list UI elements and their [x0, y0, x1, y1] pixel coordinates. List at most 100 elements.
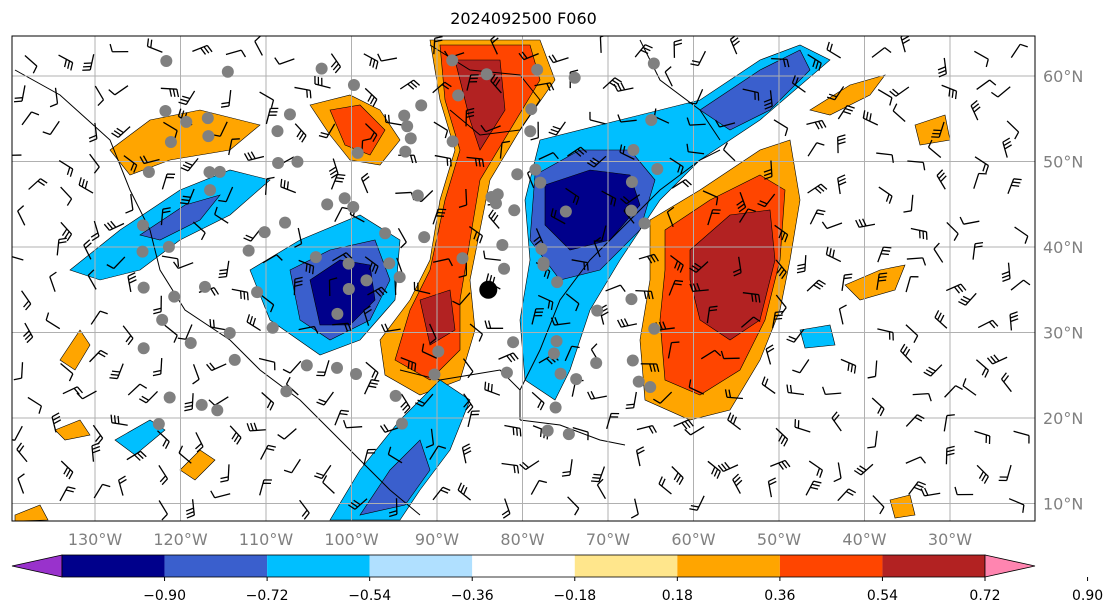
wind-barb-flag	[786, 338, 795, 343]
wind-barb-flag	[1023, 279, 1031, 286]
wind-barb	[498, 352, 514, 360]
wind-barb	[422, 393, 434, 407]
wind-barb-flag	[127, 337, 134, 346]
wind-barb-flag	[364, 308, 372, 315]
wind-barb-flag	[940, 175, 947, 183]
station-dot	[266, 321, 279, 334]
wind-barb-flag	[186, 514, 195, 519]
positive-anomaly-pacific-2	[179, 449, 216, 481]
wind-barb-flag	[485, 273, 490, 282]
wind-barb-flag	[788, 335, 797, 340]
wind-barb-flag	[843, 276, 852, 280]
wind-barb-flag	[649, 363, 653, 372]
wind-barb-flag	[902, 38, 911, 45]
wind-barb-flag	[23, 300, 30, 308]
wind-barb-flag	[590, 480, 600, 483]
wind-barb-flag	[460, 484, 465, 493]
wind-barb-flag	[363, 305, 371, 311]
wind-barb-flag	[110, 373, 119, 376]
wind-barb	[739, 192, 747, 208]
wind-barb-flag	[684, 428, 691, 436]
wind-barb	[689, 123, 706, 126]
wind-barb-flag	[815, 60, 819, 70]
wind-barb-flag	[626, 403, 635, 406]
wind-barb-flag	[309, 90, 312, 99]
wind-barb-flag	[369, 57, 373, 67]
station-dot	[383, 257, 396, 270]
wind-barb-flag	[650, 291, 654, 300]
wind-barb-flag	[819, 469, 824, 478]
station-dot	[242, 244, 255, 257]
wind-barb-flag	[444, 130, 449, 139]
wind-barb-flag	[404, 407, 411, 414]
wind-barb-flag	[918, 481, 926, 486]
wind-barb-flag	[434, 36, 443, 39]
wind-barb	[859, 223, 876, 228]
wind-barb	[490, 80, 502, 94]
wind-barb-flag	[814, 121, 820, 130]
wind-barb-flag	[159, 475, 167, 483]
wind-barb-flag	[550, 317, 556, 326]
wind-barb-flag	[362, 176, 370, 182]
wind-barb	[792, 82, 806, 93]
wind-barb	[531, 391, 545, 404]
wind-barb-flag	[481, 158, 485, 168]
wind-barb	[484, 389, 501, 396]
wind-barb-flag	[415, 402, 423, 407]
wind-barb-flag	[68, 373, 74, 382]
wind-barb-flag	[250, 151, 256, 159]
wind-barb-flag	[575, 303, 580, 312]
station-dot	[627, 143, 640, 156]
wind-barb	[187, 157, 199, 172]
wind-barb-flag	[178, 101, 187, 106]
station-dot	[432, 345, 445, 358]
wind-barb-flag	[586, 262, 589, 271]
wind-barb-flag	[991, 91, 999, 98]
wind-barb-flag	[1022, 504, 1025, 513]
wind-barb-flag	[547, 300, 551, 309]
wind-barb	[908, 481, 919, 495]
wind-barb-flag	[600, 36, 606, 38]
wind-barb	[127, 276, 132, 293]
wind-barb	[860, 463, 874, 476]
wind-barb	[601, 225, 607, 242]
gridlines	[12, 36, 1035, 521]
wind-barb-flag	[729, 414, 735, 423]
wind-barb-flag	[162, 207, 171, 210]
wind-barb-flag	[642, 46, 651, 52]
wind-barb-flag	[821, 120, 827, 128]
wind-barb-flag	[178, 445, 184, 454]
wind-barb-flag	[91, 442, 100, 447]
wind-barb-flag	[463, 450, 472, 456]
wind-barb-flag	[709, 309, 718, 312]
wind-barb-flag	[914, 416, 923, 422]
wind-barb-flag	[714, 349, 722, 357]
wind-barb-flag	[674, 279, 684, 283]
map-plot-area	[12, 36, 1035, 521]
wind-barb-flag	[900, 343, 906, 352]
wind-barb-flag	[539, 428, 543, 438]
colorbar-segment	[369, 555, 473, 577]
wind-barb-flag	[747, 208, 756, 212]
wind-barb-flag	[484, 381, 487, 390]
wind-barb-flag	[867, 375, 876, 379]
wind-barb	[912, 392, 929, 396]
wind-barb-flag	[353, 499, 361, 506]
wind-barb	[354, 498, 368, 510]
wind-barb-flag	[73, 387, 80, 395]
wind-barb-flag	[768, 480, 777, 486]
wind-barb	[632, 391, 637, 408]
wind-barb-flag	[816, 467, 821, 476]
wind-barb-flag	[369, 96, 375, 105]
wind-barb	[83, 244, 92, 260]
wind-barb-flag	[916, 414, 925, 420]
wind-barb-flag	[637, 449, 645, 455]
wind-barb-flag	[853, 365, 857, 374]
wind-barb-flag	[903, 210, 912, 213]
station-dot	[159, 104, 172, 117]
wind-barb-flag	[622, 196, 630, 203]
wind-barb-flag	[792, 369, 801, 374]
wind-barb	[910, 227, 927, 233]
wind-barb-flag	[733, 272, 742, 277]
wind-barb-flag	[280, 178, 283, 187]
